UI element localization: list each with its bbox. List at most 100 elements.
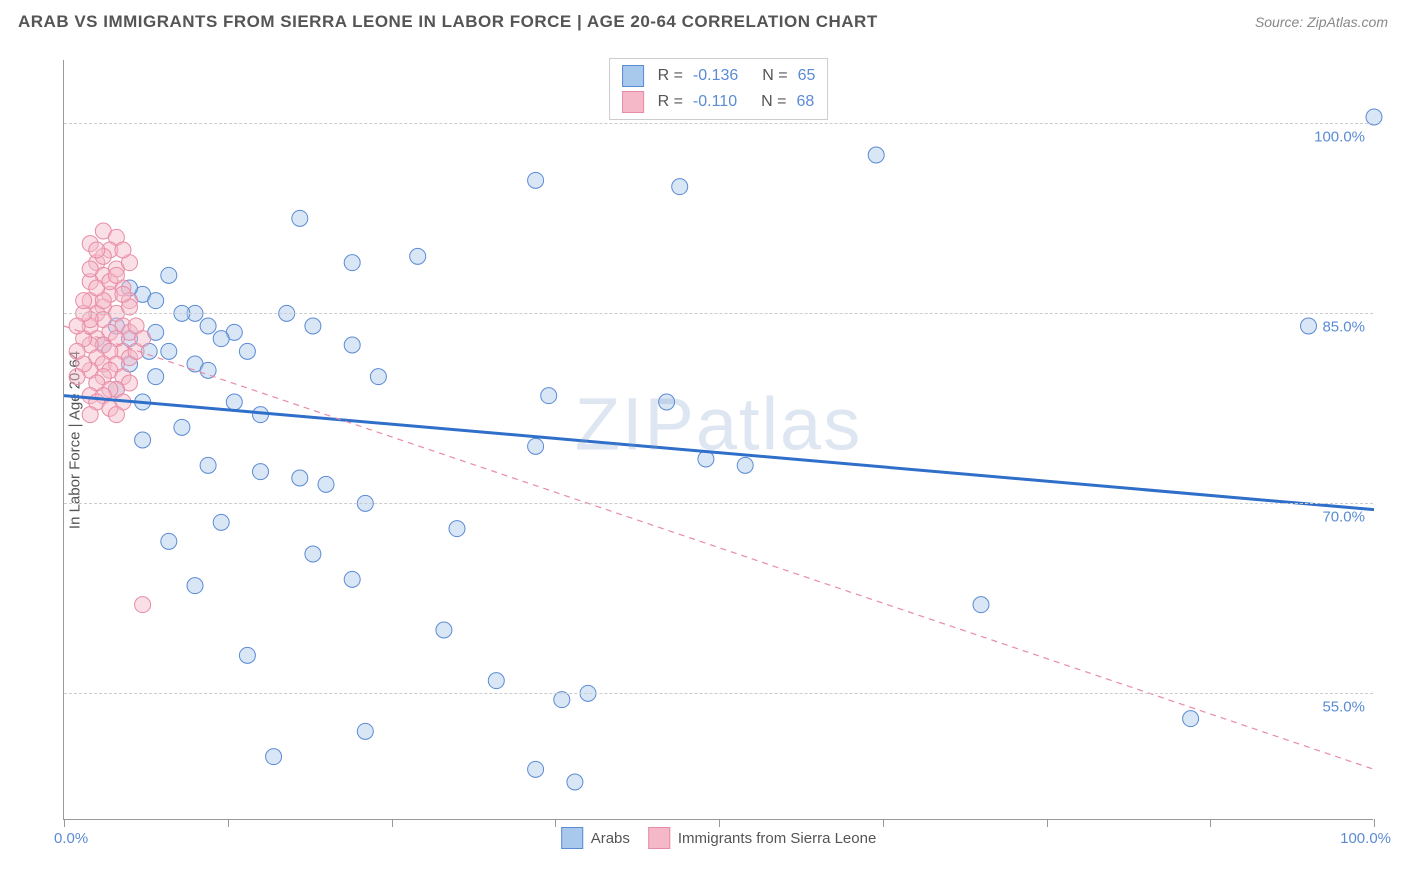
- data-point: [148, 369, 164, 385]
- data-point: [115, 286, 131, 302]
- header: ARAB VS IMMIGRANTS FROM SIERRA LEONE IN …: [0, 0, 1406, 40]
- r-value: -0.110: [693, 93, 737, 111]
- data-point: [161, 267, 177, 283]
- y-tick-label: 70.0%: [1322, 509, 1365, 526]
- data-point: [528, 438, 544, 454]
- data-point: [449, 521, 465, 537]
- series-legend: Arabs Immigrants from Sierra Leone: [561, 827, 877, 849]
- n-label: N =: [762, 67, 787, 85]
- x-tick: [228, 819, 229, 827]
- data-point: [200, 318, 216, 334]
- data-point: [253, 464, 269, 480]
- chart-title: ARAB VS IMMIGRANTS FROM SIERRA LEONE IN …: [18, 12, 878, 32]
- trend-line: [64, 326, 1374, 769]
- data-point: [292, 470, 308, 486]
- x-axis-max-label: 100.0%: [1340, 830, 1391, 847]
- data-point: [973, 597, 989, 613]
- data-point: [370, 369, 386, 385]
- r-label: R =: [658, 93, 683, 111]
- data-point: [135, 597, 151, 613]
- gridline: [64, 503, 1373, 504]
- data-point: [488, 673, 504, 689]
- data-point: [344, 337, 360, 353]
- legend-item-sierra: Immigrants from Sierra Leone: [648, 827, 876, 849]
- data-point: [318, 476, 334, 492]
- data-point: [528, 761, 544, 777]
- gridline: [64, 693, 1373, 694]
- data-point: [292, 210, 308, 226]
- x-tick: [555, 819, 556, 827]
- data-point: [305, 318, 321, 334]
- data-point: [69, 369, 85, 385]
- gridline: [64, 123, 1373, 124]
- legend-row-sierra: R = -0.110 N = 68: [622, 89, 816, 115]
- data-point: [213, 331, 229, 347]
- data-point: [200, 457, 216, 473]
- r-label: R =: [658, 67, 683, 85]
- data-point: [69, 343, 85, 359]
- legend-row-arabs: R = -0.136 N = 65: [622, 63, 816, 89]
- data-point: [239, 647, 255, 663]
- data-point: [135, 432, 151, 448]
- data-point: [200, 362, 216, 378]
- data-point: [344, 255, 360, 271]
- data-point: [89, 242, 105, 258]
- data-point: [659, 394, 675, 410]
- data-point: [1301, 318, 1317, 334]
- r-value: -0.136: [693, 67, 738, 85]
- n-label: N =: [761, 93, 786, 111]
- legend-label: Arabs: [591, 830, 630, 847]
- data-point: [305, 546, 321, 562]
- data-point: [213, 514, 229, 530]
- data-point: [115, 242, 131, 258]
- scatter-svg: [64, 60, 1373, 819]
- legend-label: Immigrants from Sierra Leone: [678, 830, 876, 847]
- swatch-icon: [648, 827, 670, 849]
- data-point: [161, 343, 177, 359]
- data-point: [108, 407, 124, 423]
- x-tick: [1047, 819, 1048, 827]
- swatch-icon: [622, 91, 644, 113]
- y-tick-label: 100.0%: [1314, 129, 1365, 146]
- n-value: 65: [798, 67, 816, 85]
- data-point: [528, 172, 544, 188]
- data-point: [226, 394, 242, 410]
- swatch-icon: [622, 65, 644, 87]
- data-point: [174, 419, 190, 435]
- x-tick: [1210, 819, 1211, 827]
- x-tick: [64, 819, 65, 827]
- chart-container: In Labor Force | Age 20-64 R = -0.136 N …: [18, 45, 1388, 835]
- data-point: [868, 147, 884, 163]
- data-point: [135, 331, 151, 347]
- data-point: [541, 388, 557, 404]
- data-point: [1183, 711, 1199, 727]
- data-point: [344, 571, 360, 587]
- data-point: [410, 248, 426, 264]
- y-tick-label: 55.0%: [1322, 699, 1365, 716]
- x-tick: [392, 819, 393, 827]
- x-tick: [1374, 819, 1375, 827]
- data-point: [436, 622, 452, 638]
- data-point: [148, 293, 164, 309]
- y-tick-label: 85.0%: [1322, 319, 1365, 336]
- gridline: [64, 313, 1373, 314]
- data-point: [266, 749, 282, 765]
- source-attribution: Source: ZipAtlas.com: [1255, 14, 1388, 30]
- data-point: [672, 179, 688, 195]
- plot-area: R = -0.136 N = 65 R = -0.110 N = 68 ZIPa…: [63, 60, 1373, 820]
- x-tick: [883, 819, 884, 827]
- x-axis-min-label: 0.0%: [54, 830, 88, 847]
- data-point: [239, 343, 255, 359]
- data-point: [357, 723, 373, 739]
- data-point: [82, 407, 98, 423]
- data-point: [69, 318, 85, 334]
- trend-line: [64, 396, 1374, 510]
- data-point: [567, 774, 583, 790]
- data-point: [161, 533, 177, 549]
- x-tick: [719, 819, 720, 827]
- data-point: [76, 293, 92, 309]
- n-value: 68: [796, 93, 814, 111]
- data-point: [82, 261, 98, 277]
- data-point: [108, 267, 124, 283]
- data-point: [187, 578, 203, 594]
